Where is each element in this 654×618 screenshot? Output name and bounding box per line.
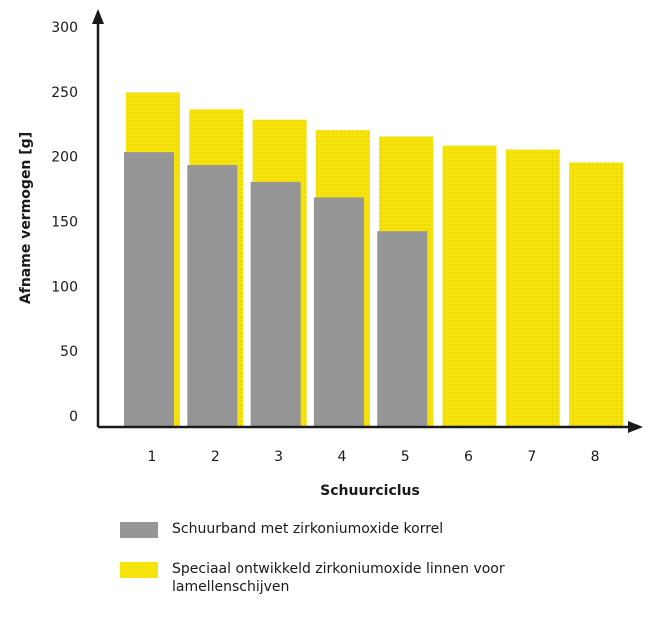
bar-gray-5: [377, 231, 428, 427]
x-axis-title: Schuurciclus: [320, 483, 420, 499]
x-tick-label: 1: [148, 449, 157, 465]
x-tick-label: 2: [211, 449, 220, 465]
y-axis-arrow-icon: [92, 9, 104, 24]
bar-yellow-6: [442, 145, 497, 427]
x-tick-label: 5: [401, 449, 410, 465]
y-tick-labels: 0 50 100 150 200 250 300: [51, 20, 78, 425]
bar-chart: 0 50 100 150 200 250 300 1 2 3 4 5 6 7 8 Afname vermo…: [18, 9, 643, 499]
legend-item-gray: Schuurband met zirkoniumoxide korrel: [120, 520, 590, 538]
x-axis-arrow-icon: [628, 421, 643, 433]
bar-yellow-7: [505, 149, 560, 427]
y-tick-label: 300: [51, 20, 78, 36]
bar-yellow-8: [569, 162, 624, 428]
legend-label-yellow: Speciaal ontwikkeld zirkoniumoxide linne…: [172, 561, 505, 595]
legend-item-yellow: Speciaal ontwikkeld zirkoniumoxide linne…: [120, 560, 590, 596]
x-tick-label: 6: [464, 449, 473, 465]
y-tick-label: 100: [51, 279, 78, 295]
legend-label-gray: Schuurband met zirkoniumoxide korrel: [172, 521, 444, 537]
legend: Schuurband met zirkoniumoxide korrel Spe…: [120, 520, 590, 618]
x-tick-labels: 1 2 3 4 5 6 7 8: [148, 449, 600, 465]
y-tick-label: 0: [69, 409, 78, 425]
y-axis-title: Afname vermogen [g]: [18, 132, 34, 304]
bar-gray-2: [187, 165, 238, 427]
x-tick-label: 8: [591, 449, 600, 465]
axes: [92, 9, 643, 433]
bar-gray-1: [124, 152, 174, 427]
x-tick-label: 3: [274, 449, 283, 465]
y-tick-label: 250: [51, 85, 78, 101]
bar-gray-4: [313, 197, 364, 427]
x-tick-label: 4: [337, 449, 346, 465]
bar-gray-3: [250, 181, 301, 427]
x-tick-label: 7: [527, 449, 536, 465]
series-gray-bars: [124, 152, 428, 427]
legend-swatch-yellow: [120, 562, 158, 578]
y-tick-label: 200: [51, 150, 78, 166]
y-tick-label: 50: [60, 344, 78, 360]
legend-swatch-gray: [120, 522, 158, 538]
y-tick-label: 150: [51, 215, 78, 231]
